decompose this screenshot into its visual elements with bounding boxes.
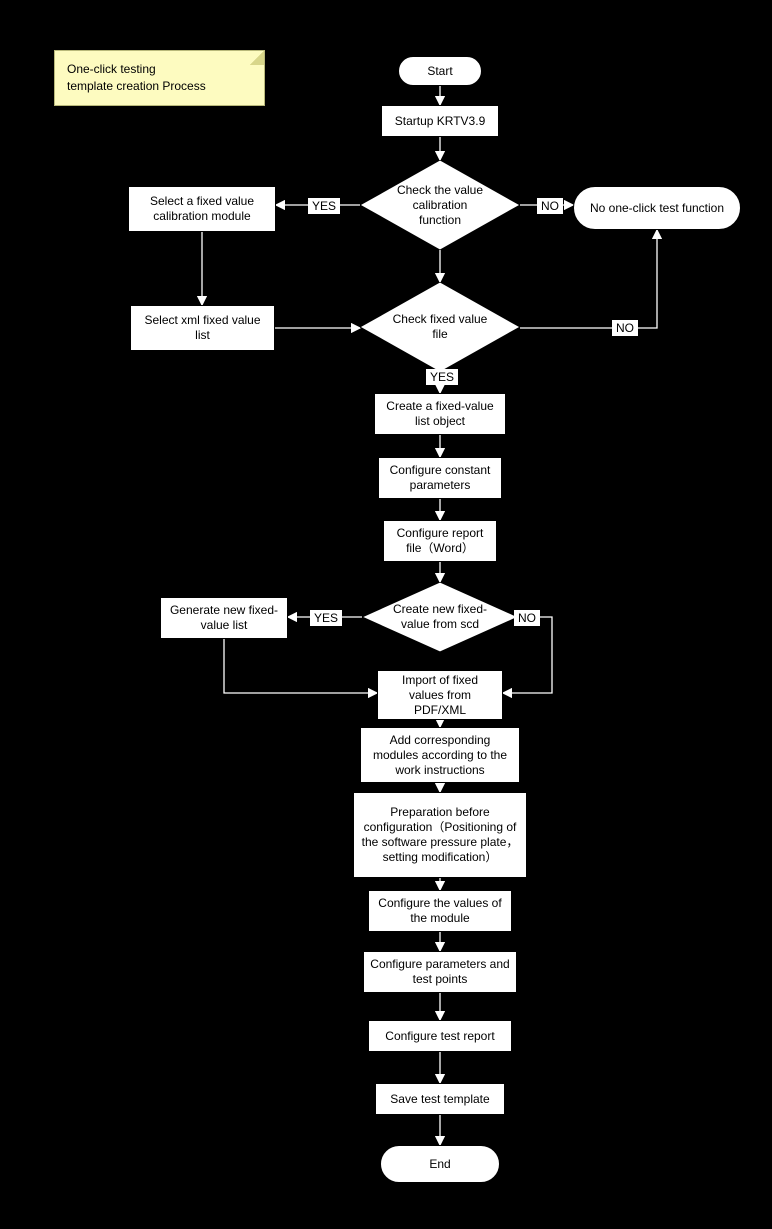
node-check_cal: Check the value calibration function (360, 160, 520, 250)
edge-check_file-no_oneclick (520, 230, 657, 328)
edge-label-no1: NO (537, 198, 563, 214)
node-cfg_params: Configure parameters and test points (363, 951, 517, 993)
edge-label-yes2: YES (426, 369, 458, 385)
node-create_obj: Create a fixed-value list object (374, 393, 506, 435)
node-prep: Preparation before configuration（Positio… (353, 792, 527, 878)
node-startup: Startup KRTV3.9 (381, 105, 499, 137)
node-sel_xml: Select xml fixed value list (130, 305, 275, 351)
node-gen_new: Generate new fixed-value list (160, 597, 288, 639)
edge-label-no3: NO (514, 610, 540, 626)
node-cfg_const: Configure constant parameters (378, 457, 502, 499)
note-line1: One-click testing (67, 62, 156, 76)
node-add_modules: Add corresponding modules according to t… (360, 727, 520, 783)
node-check_file: Check fixed value file (360, 282, 520, 372)
node-start: Start (398, 56, 482, 86)
note-line2: template creation Process (67, 79, 206, 93)
node-no_oneclick: No one-click test function (573, 186, 741, 230)
node-import_pdf: Import of fixed values from PDF/XML (377, 670, 503, 720)
node-sel_fixed: Select a fixed value calibration module (128, 186, 276, 232)
edge-label-yes3: YES (310, 610, 342, 626)
node-cfg_report: Configure report file（Word） (383, 520, 497, 562)
node-save_tpl: Save test template (375, 1083, 505, 1115)
edge-label-yes1: YES (308, 198, 340, 214)
node-cfg_testrep: Configure test report (368, 1020, 512, 1052)
node-end: End (380, 1145, 500, 1183)
node-cfg_values: Configure the values of the module (368, 890, 512, 932)
edge-gen_new-import_pdf (224, 639, 377, 693)
node-new_from_scd: Create new fixed-value from scd (362, 582, 518, 652)
sticky-note: One-click testing template creation Proc… (54, 50, 265, 106)
edge-label-no2: NO (612, 320, 638, 336)
